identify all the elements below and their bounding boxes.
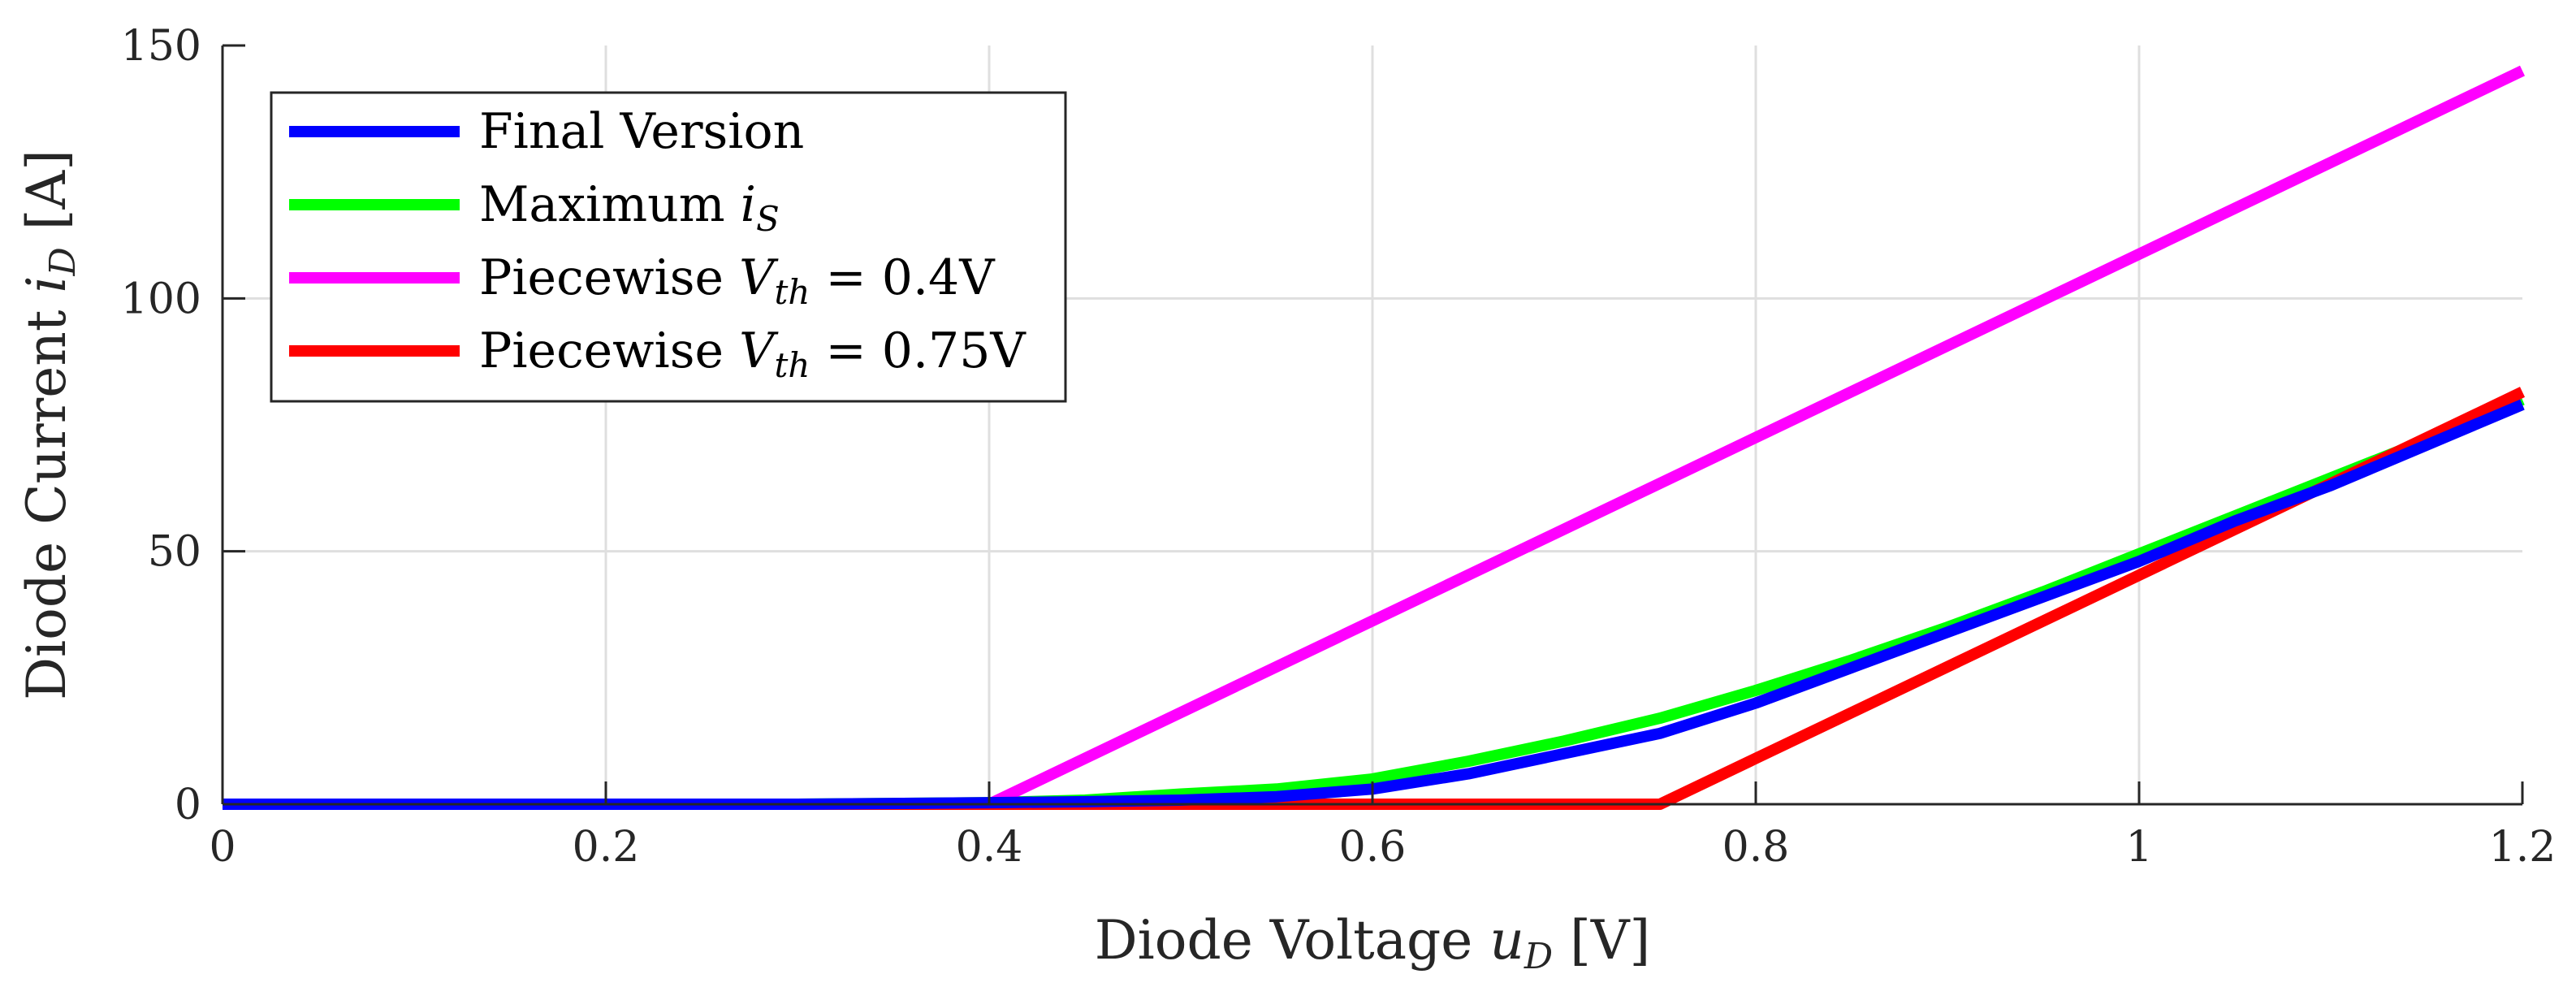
- x-tick-label: 0: [209, 823, 236, 872]
- y-tick-label: 0: [175, 781, 201, 829]
- legend-label-4: Piecewise Vth = 0.75V: [479, 323, 1027, 385]
- y-axis-label: Diode Current iD [A]: [15, 149, 84, 700]
- y-tick-label: 50: [148, 528, 201, 577]
- x-tick-label: 0.4: [956, 823, 1023, 872]
- legend-label-3: Piecewise Vth = 0.4V: [479, 249, 996, 312]
- y-tick-label: 100: [121, 275, 201, 323]
- tick-labels: 0 0.2 0.4 0.6 0.8 1 1.2 0 50 100 150: [121, 22, 2557, 872]
- x-tick-label: 1: [2125, 823, 2152, 872]
- y-tick-label: 150: [121, 22, 201, 71]
- legend-label-2: Maximum iS: [479, 176, 780, 239]
- x-axis-label: Diode Voltage uD [V]: [1095, 909, 1651, 977]
- x-tick-label: 0.8: [1722, 823, 1790, 872]
- axes: [221, 44, 2524, 806]
- legend-label-1: Final Version: [479, 103, 804, 160]
- x-tick-label: 0.6: [1339, 823, 1407, 872]
- legend: Final Version Maximum iS Piecewise Vth = 0…: [270, 91, 1067, 403]
- x-tick-label: 0.2: [573, 823, 640, 872]
- x-tick-label: 1.2: [2489, 823, 2557, 872]
